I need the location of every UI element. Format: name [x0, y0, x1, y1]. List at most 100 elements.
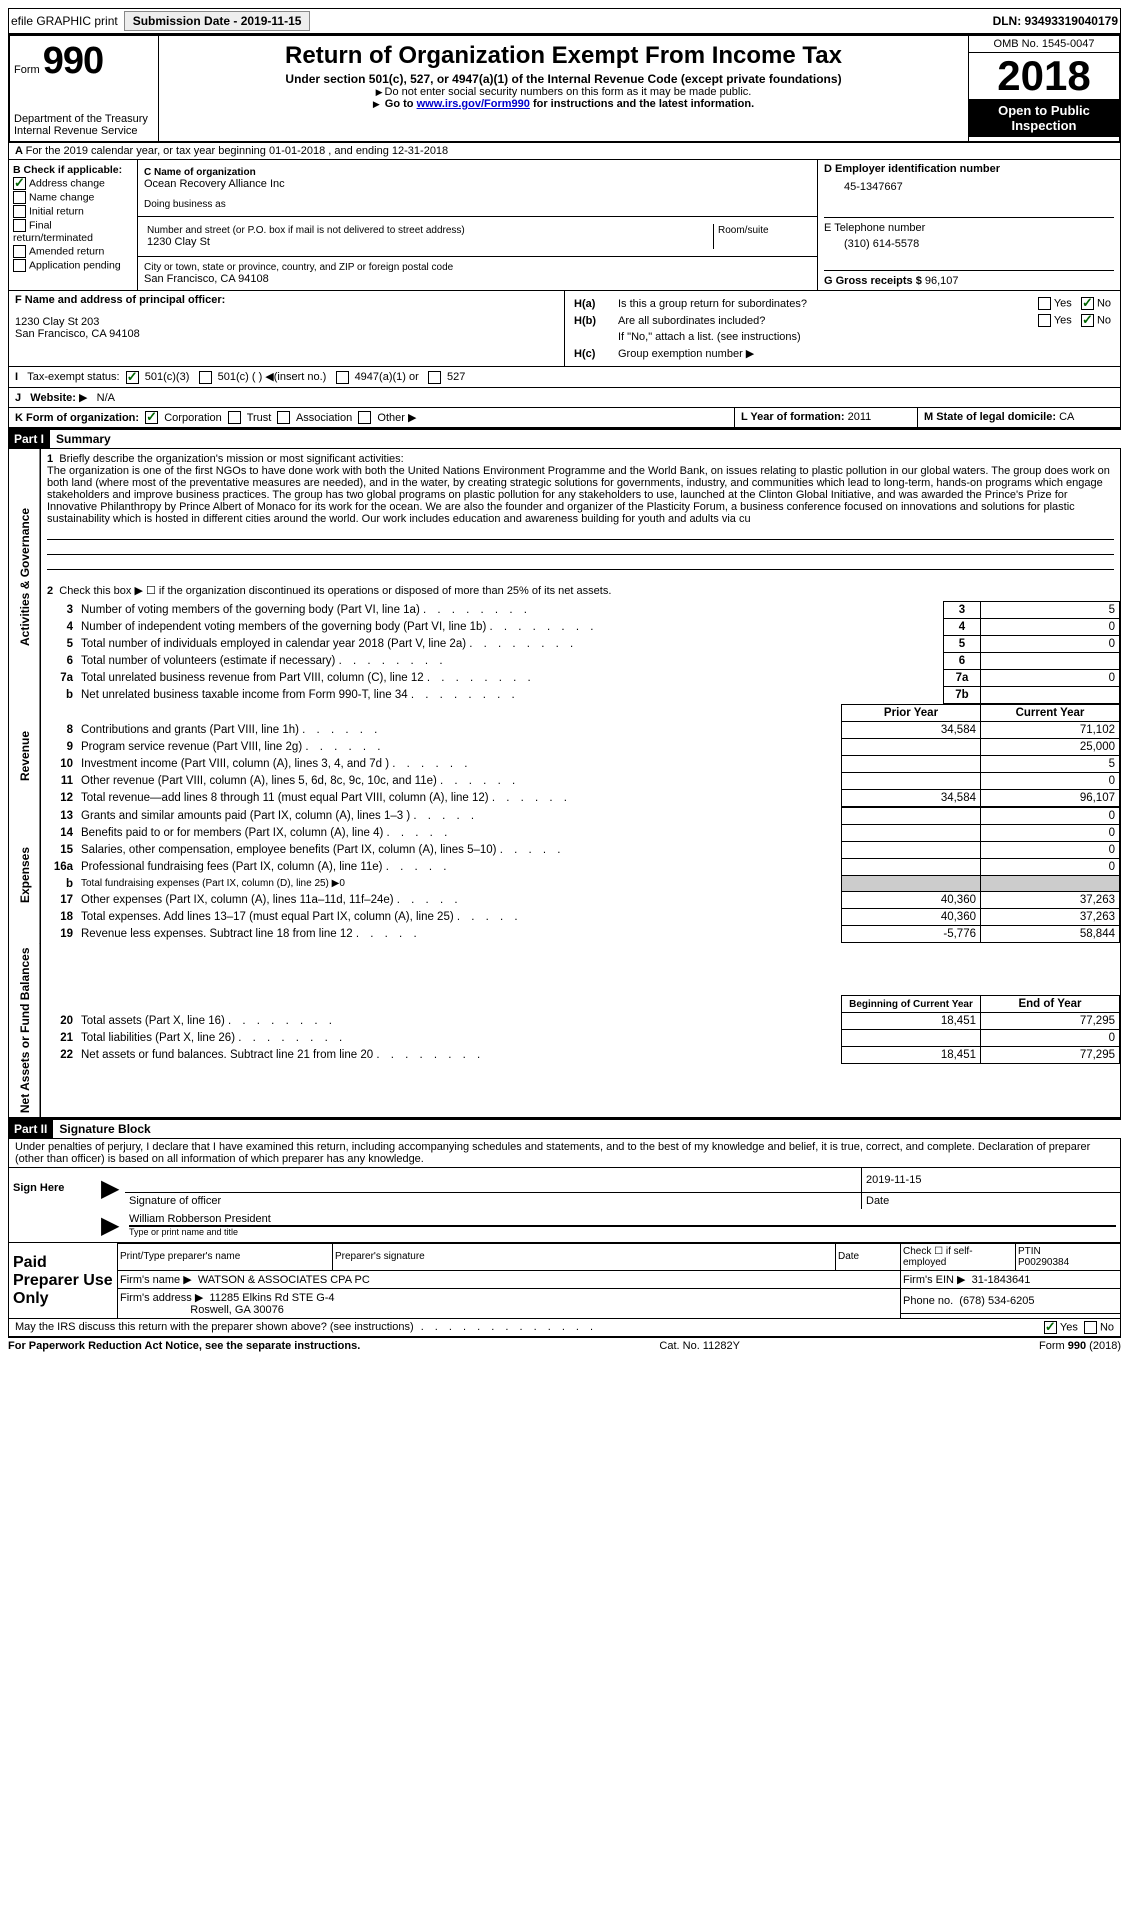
top-action-bar: efile GRAPHIC print Submission Date - 20…: [8, 8, 1121, 34]
irs-link[interactable]: www.irs.gov/Form990: [417, 98, 530, 110]
vert-revenue: Revenue: [9, 704, 41, 807]
check-501c[interactable]: [199, 371, 212, 384]
check-corporation[interactable]: [145, 411, 158, 424]
netassets-table: Beginning of Current Year End of Year20 …: [41, 995, 1120, 1064]
table-row: 12 Total revenue—add lines 8 through 11 …: [41, 790, 1120, 807]
check-final-return[interactable]: Final return/terminated: [13, 219, 133, 244]
officer-group-block: F Name and address of principal officer:…: [8, 291, 1121, 367]
check-trust[interactable]: [228, 411, 241, 424]
table-row: b Net unrelated business taxable income …: [41, 687, 1120, 704]
prep-phone-label: Phone no.: [903, 1295, 953, 1307]
paid-preparer-block: Paid Preparer Use Only Print/Type prepar…: [8, 1243, 1121, 1319]
check-address-change[interactable]: Address change: [13, 177, 133, 190]
section-b-label: B Check if applicable:: [13, 164, 122, 176]
check-association[interactable]: [277, 411, 290, 424]
part1-header: Part I Summary: [8, 428, 1121, 449]
form-header: Form 990 Department of the Treasury Inte…: [8, 34, 1121, 143]
footer-right: Form 990 (2018): [1039, 1340, 1121, 1352]
check-app-pending[interactable]: Application pending: [13, 259, 133, 272]
table-row: 11 Other revenue (Part VIII, column (A),…: [41, 773, 1120, 790]
discuss-yes[interactable]: [1044, 1321, 1057, 1334]
ha-yes[interactable]: [1038, 297, 1051, 310]
status-website-block: I Tax-exempt status: 501(c)(3) 501(c) ( …: [8, 367, 1121, 408]
arrow-icon: [373, 98, 382, 110]
hc-label: Group exemption number: [618, 348, 743, 360]
check-501c3[interactable]: [126, 371, 139, 384]
sig-officer-label: Signature of officer: [125, 1192, 862, 1209]
revenue-table: Prior Year Current Year8 Contributions a…: [41, 704, 1120, 807]
section-l-label: L Year of formation:: [741, 411, 845, 423]
addr-value: 1230 Clay St: [147, 236, 210, 248]
firm-ein-label: Firm's EIN ▶: [903, 1274, 966, 1286]
officer-name: William Robberson President: [129, 1213, 1116, 1226]
check-amended[interactable]: Amended return: [13, 245, 133, 258]
table-row: 5 Total number of individuals employed i…: [41, 636, 1120, 653]
footer-center: Cat. No. 11282Y: [659, 1340, 740, 1352]
ssn-note: Do not enter social security numbers on …: [385, 86, 752, 98]
table-row: 22 Net assets or fund balances. Subtract…: [41, 1047, 1120, 1064]
part1-body: Activities & Governance 1 Briefly descri…: [8, 449, 1121, 1118]
ptin-value: P00290384: [1018, 1257, 1069, 1268]
entity-info: B Check if applicable: Address change Na…: [8, 160, 1121, 291]
room-suite-label: Room/suite: [713, 224, 809, 249]
check-other[interactable]: [358, 411, 371, 424]
prep-col1: Print/Type preparer's name: [118, 1243, 333, 1270]
hb-no[interactable]: [1081, 314, 1094, 327]
phone-value: (310) 614-5578: [824, 234, 1114, 254]
paid-preparer-label: Paid Preparer Use Only: [9, 1243, 118, 1318]
ptin-label: PTIN: [1018, 1246, 1041, 1257]
firm-addr-label: Firm's address ▶: [120, 1292, 203, 1304]
table-row: 18 Total expenses. Add lines 13–17 (must…: [41, 909, 1120, 926]
table-row: 10 Investment income (Part VIII, column …: [41, 756, 1120, 773]
vert-expenses: Expenses: [9, 807, 41, 943]
ha-label: Is this a group return for subordinates?: [617, 296, 971, 311]
activities-table: 3 Number of voting members of the govern…: [41, 601, 1120, 704]
footer: For Paperwork Reduction Act Notice, see …: [8, 1337, 1121, 1354]
discuss-label: May the IRS discuss this return with the…: [15, 1321, 414, 1334]
check-4947[interactable]: [336, 371, 349, 384]
check-name-change[interactable]: Name change: [13, 191, 133, 204]
form-subtitle: Under section 501(c), 527, or 4947(a)(1)…: [167, 72, 960, 86]
table-row: 9 Program service revenue (Part VIII, li…: [41, 739, 1120, 756]
check-initial-return[interactable]: Initial return: [13, 205, 133, 218]
tax-year: 2018: [969, 53, 1119, 99]
city-value: San Francisco, CA 94108: [144, 273, 269, 285]
goto-post: for instructions and the latest informat…: [533, 98, 754, 110]
expenses-table: 13 Grants and similar amounts paid (Part…: [41, 807, 1120, 943]
footer-left: For Paperwork Reduction Act Notice, see …: [8, 1340, 360, 1352]
form-number: 990: [43, 40, 103, 82]
org-name-label: C Name of organization: [144, 167, 256, 178]
discuss-no[interactable]: [1084, 1321, 1097, 1334]
perjury-statement: Under penalties of perjury, I declare th…: [8, 1139, 1121, 1168]
table-row: 17 Other expenses (Part IX, column (A), …: [41, 892, 1120, 909]
table-row: 15 Salaries, other compensation, employe…: [41, 842, 1120, 859]
check-527[interactable]: [428, 371, 441, 384]
dept-treasury: Department of the Treasury: [14, 113, 154, 125]
hb-yes[interactable]: [1038, 314, 1051, 327]
sig-date-label: Date: [862, 1192, 1121, 1209]
table-row: 20 Total assets (Part X, line 16) . . . …: [41, 1013, 1120, 1030]
phone-label: E Telephone number: [824, 222, 925, 234]
officer-addr2: San Francisco, CA 94108: [15, 328, 558, 340]
officer-addr1: 1230 Clay St 203: [15, 316, 558, 328]
city-label: City or town, state or province, country…: [144, 262, 453, 273]
mission-text: The organization is one of the first NGO…: [47, 465, 1110, 525]
sign-date: 2019-11-15: [862, 1168, 1121, 1193]
prep-col3: Date: [836, 1243, 901, 1270]
line-a: A For the 2019 calendar year, or tax yea…: [8, 143, 1121, 160]
gross-receipts-value: 96,107: [925, 275, 959, 287]
year-formation: 2011: [848, 411, 872, 423]
dba-label: Doing business as: [144, 199, 226, 210]
prep-phone: (678) 534-6205: [959, 1295, 1034, 1307]
ein-value: 45-1347667: [824, 175, 1114, 199]
table-row: 21 Total liabilities (Part X, line 26) .…: [41, 1030, 1120, 1047]
section-m-label: M State of legal domicile:: [924, 411, 1056, 423]
discuss-row: May the IRS discuss this return with the…: [8, 1319, 1121, 1337]
firm-addr1: 11285 Elkins Rd STE G-4: [209, 1292, 334, 1304]
form-label: Form: [14, 64, 40, 76]
ha-no[interactable]: [1081, 297, 1094, 310]
dln-label: DLN: 93493319040179: [993, 14, 1118, 28]
table-row: b Total fundraising expenses (Part IX, c…: [41, 876, 1120, 892]
submission-date-button[interactable]: Submission Date - 2019-11-15: [124, 11, 311, 31]
hb-label: Are all subordinates included?: [617, 313, 971, 328]
